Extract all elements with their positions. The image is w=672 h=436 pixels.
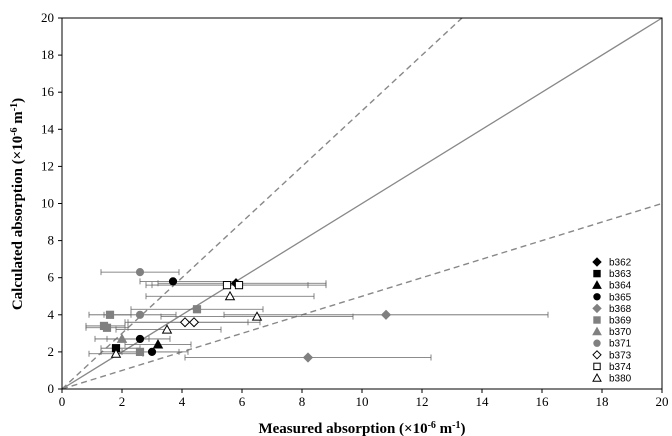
legend-label-b363: b363 <box>609 269 632 280</box>
legend-marker-b362 <box>592 257 602 267</box>
point-b380-3 <box>110 348 122 358</box>
x-tick-label: 6 <box>239 394 246 409</box>
point-b380-2 <box>161 324 173 334</box>
point-b365-1 <box>135 334 145 344</box>
legend: b362b363b364b365b368b369b370b371b373b374… <box>592 257 632 385</box>
legend-label-b374: b374 <box>609 362 632 373</box>
x-tick-label: 4 <box>179 394 186 409</box>
x-tick-label: 0 <box>59 394 66 409</box>
y-tick-label: 12 <box>41 158 54 173</box>
legend-label-b362: b362 <box>609 258 632 269</box>
y-tick-label: 10 <box>41 196 54 211</box>
legend-marker-b370 <box>592 326 602 336</box>
x-tick-label: 2 <box>119 394 126 409</box>
point-b380-1 <box>251 311 263 321</box>
legend-label-b369: b369 <box>609 316 632 327</box>
legend-label-b371: b371 <box>609 339 632 350</box>
y-tick-label: 4 <box>48 307 55 322</box>
point-b373-1 <box>188 317 200 328</box>
point-b365-2 <box>147 347 157 356</box>
point-b371-0 <box>135 268 145 277</box>
point-b374-1 <box>222 281 232 290</box>
legend-marker-b368 <box>592 303 602 314</box>
point-b373-0 <box>179 317 191 328</box>
legend-marker-b371 <box>593 339 601 347</box>
legend-marker-b363 <box>593 269 601 278</box>
x-tick-label: 18 <box>596 394 609 409</box>
y-tick-label: 20 <box>41 10 54 25</box>
x-tick-label: 12 <box>416 394 429 409</box>
data-points <box>99 268 392 363</box>
y-tick-label: 8 <box>48 233 55 248</box>
x-tick-label: 16 <box>536 394 550 409</box>
point-b371-1 <box>135 310 145 319</box>
legend-label-b368: b368 <box>609 304 632 315</box>
point-b380-0 <box>224 290 236 301</box>
legend-label-b380: b380 <box>609 374 632 385</box>
reference-lines <box>61 17 663 390</box>
x-tick-label: 8 <box>299 394 306 409</box>
point-b369-0 <box>105 310 115 319</box>
point-b368-0 <box>380 309 392 320</box>
legend-marker-b373 <box>592 350 602 360</box>
point-b370-0 <box>116 333 128 343</box>
legend-marker-b369 <box>593 316 601 324</box>
y-tick-label: 2 <box>48 344 55 359</box>
point-b368-1 <box>302 352 314 363</box>
legend-label-b364: b364 <box>609 281 632 292</box>
legend-marker-b380 <box>592 372 602 382</box>
legend-marker-b374 <box>593 362 601 371</box>
reference-line-solid-0 <box>61 17 663 390</box>
x-tick-label: 14 <box>476 394 490 409</box>
point-b369-4 <box>135 347 145 356</box>
y-tick-label: 14 <box>41 121 55 136</box>
point-b374-0 <box>234 281 244 290</box>
x-axis-title: Measured absorption (×10-6 m-1) <box>258 420 465 436</box>
reference-line-dashed-2 <box>61 202 663 390</box>
point-b369-1 <box>192 305 202 314</box>
reference-line-dashed-1 <box>61 17 463 390</box>
y-axis-title: Calculated absorption (×10-6 m-1) <box>9 98 27 310</box>
legend-label-b365: b365 <box>609 292 632 303</box>
axes <box>58 17 663 393</box>
y-tick-label: 0 <box>48 381 55 396</box>
x-tick-label: 20 <box>656 394 669 409</box>
legend-marker-b364 <box>592 280 602 289</box>
x-tick-label: 10 <box>356 394 369 409</box>
legend-label-b370: b370 <box>609 327 632 338</box>
legend-marker-b365 <box>593 293 601 301</box>
tick-labels: 0 2 4 6 8 10 12 14 16 18 20 0 2 4 6 8 10 12 14 16 18 20 <box>41 10 669 409</box>
point-b365-0 <box>168 277 178 286</box>
y-tick-label: 16 <box>41 84 55 99</box>
y-tick-label: 18 <box>41 47 54 62</box>
legend-label-b373: b373 <box>609 350 632 361</box>
point-b364-0 <box>152 339 164 349</box>
y-tick-label: 6 <box>48 270 55 285</box>
point-b369-3 <box>102 323 112 332</box>
